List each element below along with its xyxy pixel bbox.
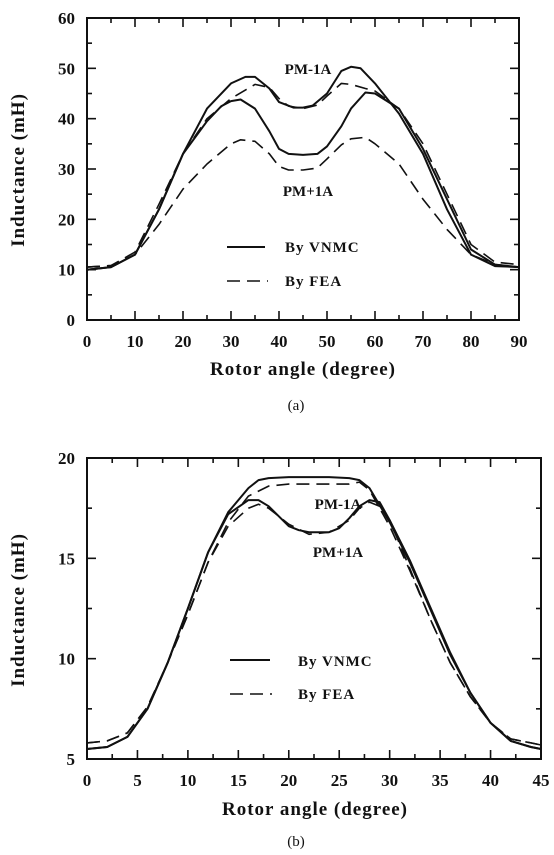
y-tick-label-a-2: 20	[58, 210, 75, 229]
x-tick-label-b-2: 10	[179, 771, 196, 790]
y-tick-label-b-3: 20	[58, 449, 75, 468]
x-tick-label-b-0: 0	[83, 771, 92, 790]
y-tick-label-a-5: 50	[58, 59, 75, 78]
x-tick-label-b-1: 5	[133, 771, 142, 790]
x-tick-label-a-0: 0	[83, 332, 92, 351]
panel-label-a: (a)	[288, 398, 305, 414]
series-line-a-fea-pm-plus-1a	[86, 136, 520, 268]
legend-b: By VNMC By FEA	[230, 654, 373, 703]
series-line-b-fea-pm-plus-1a	[86, 501, 542, 746]
x-axis-title-a: Rotor angle (degree)	[210, 359, 396, 380]
x-tick-label-a-7: 70	[415, 332, 432, 351]
series-line-b-fea-pm-minus-1a	[86, 481, 542, 746]
y-tick-label-a-0: 0	[67, 311, 76, 330]
y-tick-label-a-3: 30	[58, 160, 75, 179]
annotation-pm-plus-1a-a: PM+1A	[283, 184, 333, 200]
x-tick-label-a-8: 80	[463, 332, 480, 351]
x-tick-label-b-8: 40	[482, 771, 499, 790]
chart-panel-b: PM-1A PM+1A By VNMC By FEA Rotor angle (…	[8, 449, 550, 850]
legend-label-vnmc-a: By VNMC	[285, 240, 360, 256]
series-line-b-vnmc-pm-plus-1a	[86, 499, 542, 750]
legend-label-fea-b: By FEA	[298, 687, 355, 703]
legend-label-vnmc-b: By VNMC	[298, 654, 373, 670]
annotation-pm-plus-1a-b: PM+1A	[313, 545, 363, 561]
series-line-a-fea-pm-minus-1a	[86, 82, 520, 268]
y-axis-title-a: Inductance (mH)	[8, 93, 29, 247]
x-tick-label-a-5: 50	[319, 332, 336, 351]
y-tick-label-b-1: 10	[58, 650, 75, 669]
annotation-pm-minus-1a-a: PM-1A	[285, 62, 332, 78]
x-tick-label-b-3: 15	[230, 771, 247, 790]
y-tick-label-a-6: 60	[58, 9, 75, 28]
panel-label-b: (b)	[287, 834, 305, 850]
chart-panel-a: PM-1A PM+1A By VNMC By FEA Rotor angle (…	[8, 9, 528, 414]
x-tick-label-a-1: 10	[127, 332, 144, 351]
x-tick-label-a-4: 40	[271, 332, 288, 351]
x-tick-label-b-9: 45	[533, 771, 550, 790]
x-tick-label-b-5: 25	[331, 771, 348, 790]
legend-a: By VNMC By FEA	[227, 240, 360, 290]
y-tick-label-a-1: 10	[58, 261, 75, 280]
series-line-b-vnmc-pm-minus-1a	[86, 476, 542, 750]
annotation-pm-minus-1a-b: PM-1A	[315, 497, 362, 513]
y-axis-title-b: Inductance (mH)	[8, 533, 29, 687]
x-tick-label-a-9: 90	[511, 332, 528, 351]
x-tick-label-b-6: 30	[381, 771, 398, 790]
x-tick-label-b-7: 35	[432, 771, 449, 790]
y-tick-label-a-4: 40	[58, 110, 75, 129]
y-tick-label-b-0: 5	[67, 750, 76, 769]
x-tick-label-a-3: 30	[223, 332, 240, 351]
x-axis-title-b: Rotor angle (degree)	[222, 799, 408, 820]
legend-label-fea-a: By FEA	[285, 274, 342, 290]
x-tick-label-a-2: 20	[175, 332, 192, 351]
x-tick-label-a-6: 60	[367, 332, 384, 351]
y-tick-label-b-2: 15	[58, 549, 75, 568]
x-tick-label-b-4: 20	[280, 771, 297, 790]
